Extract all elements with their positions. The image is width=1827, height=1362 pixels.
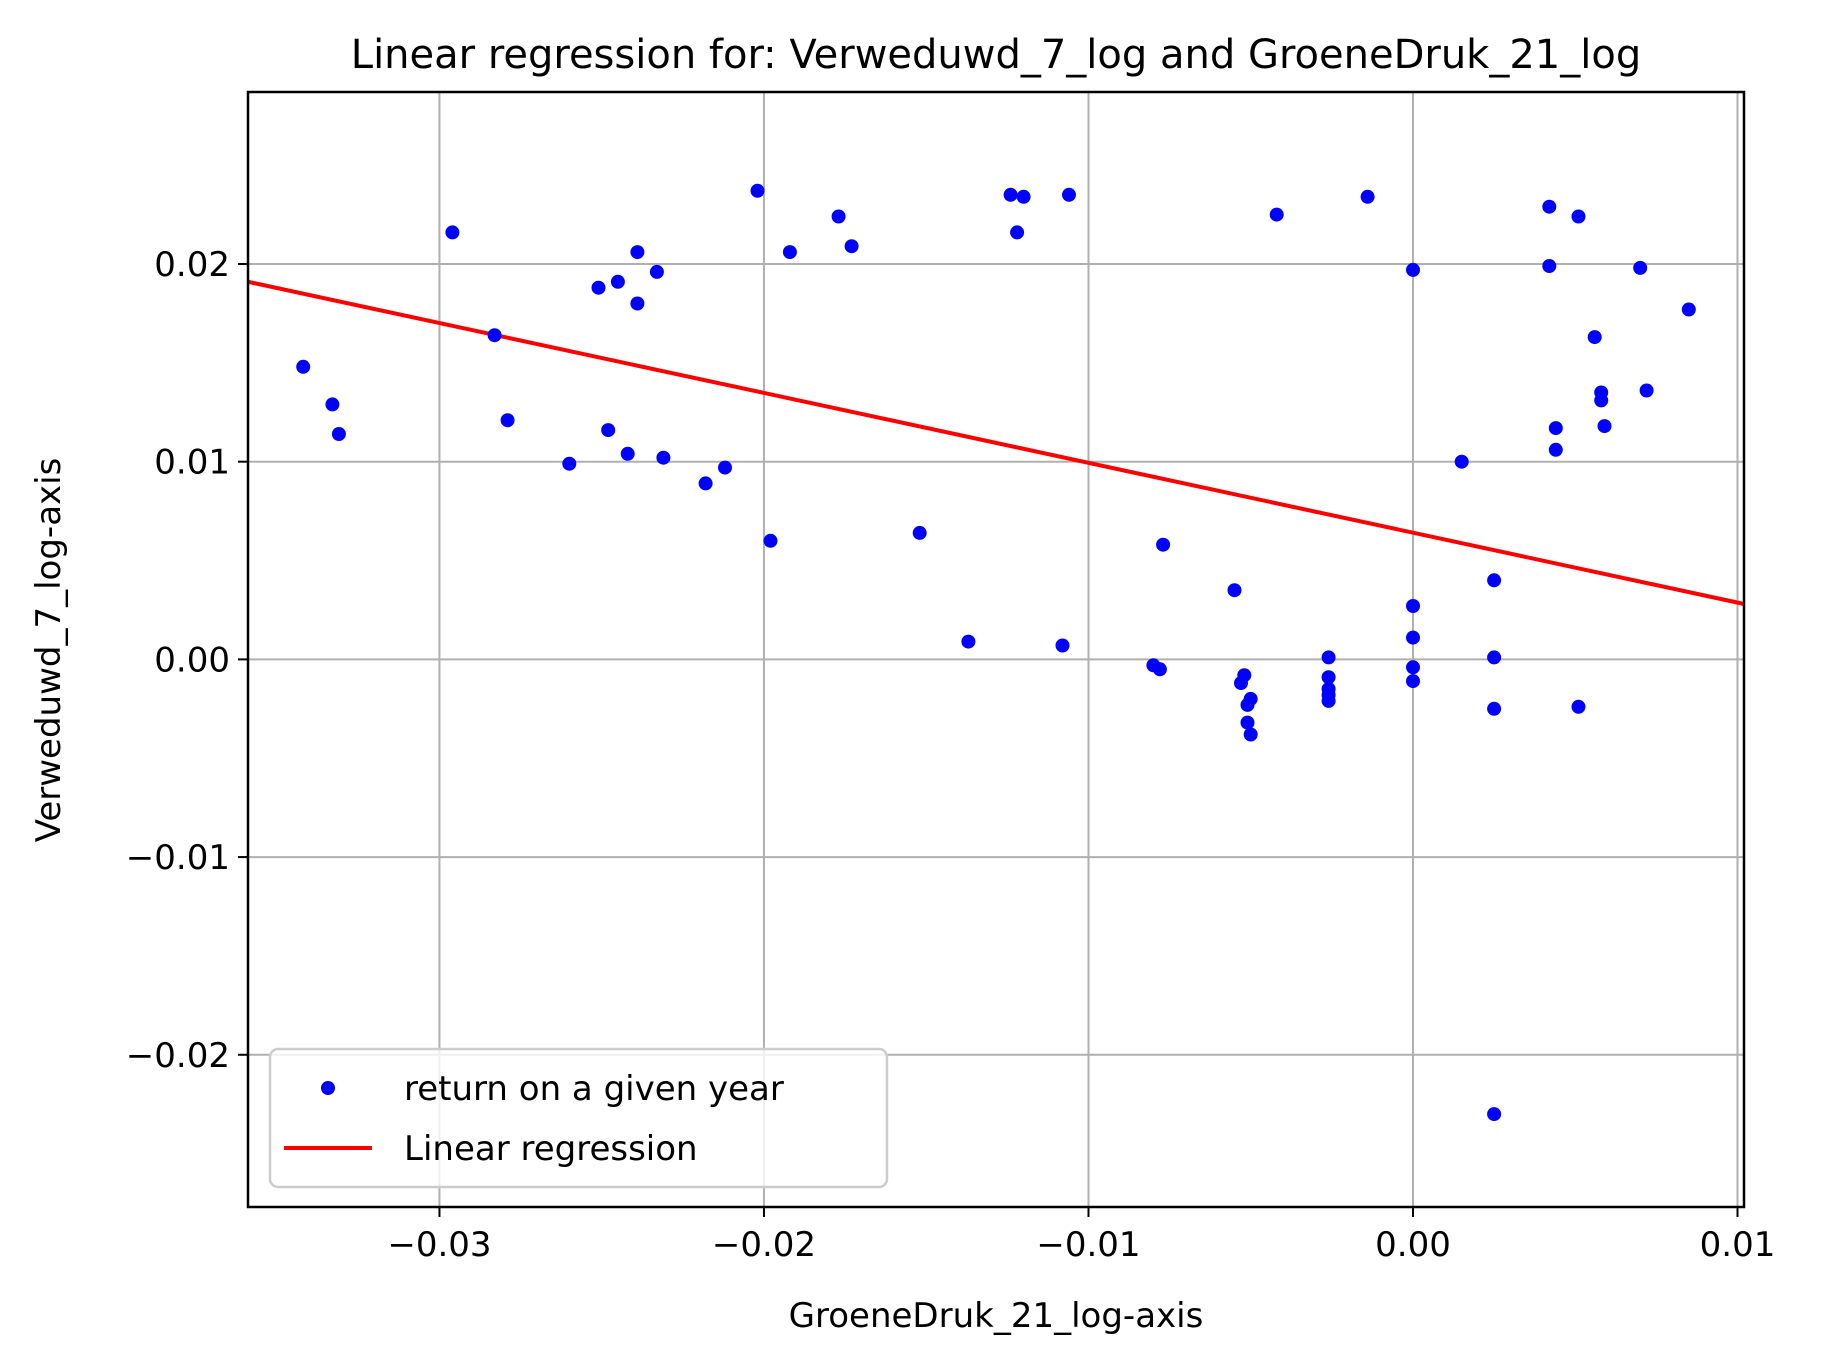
y-axis-label: Verweduwd_7_log-axis	[29, 458, 69, 843]
x-axis-ticks: −0.03 −0.02 −0.01 0.00 0.01	[387, 1207, 1775, 1265]
y-tick-label: 0.01	[154, 443, 230, 483]
scatter-point	[1406, 630, 1420, 645]
y-tick-label: −0.01	[126, 838, 230, 878]
scatter-point	[1240, 715, 1255, 730]
scatter-point	[1406, 599, 1420, 613]
scatter-point	[1016, 189, 1031, 204]
scatter-point	[1152, 662, 1167, 677]
scatter-point	[500, 413, 515, 428]
scatter-point	[1003, 187, 1018, 202]
scatter-point	[1542, 199, 1557, 214]
x-tick-label: 0.00	[1375, 1225, 1451, 1265]
scatter-point	[1454, 454, 1469, 469]
scatter-point	[718, 460, 732, 475]
scatter-point	[961, 634, 976, 649]
scatter-point	[1571, 699, 1586, 714]
scatter-point	[325, 397, 340, 412]
chart-title: Linear regression for: Verweduwd_7_log a…	[351, 32, 1641, 78]
scatter-point	[591, 280, 606, 295]
scatter-point	[1571, 209, 1586, 224]
scatter-point	[487, 328, 502, 343]
scatter-point	[1406, 674, 1420, 689]
scatter-point	[562, 456, 577, 471]
x-tick-label: 0.01	[1700, 1225, 1776, 1265]
scatter-point	[1681, 302, 1696, 317]
scatter-point	[1269, 207, 1284, 222]
scatter-point	[649, 264, 664, 279]
scatter-point	[1243, 727, 1258, 742]
scatter-point	[782, 245, 797, 260]
scatter-point	[1321, 650, 1336, 665]
scatter-point	[1055, 638, 1070, 653]
legend: return on a given year Linear regression	[268, 1047, 889, 1189]
scatter-point	[1360, 189, 1375, 204]
y-tick-label: 0.00	[154, 640, 230, 680]
scatter-point	[1487, 1107, 1502, 1122]
scatter-point	[763, 533, 778, 548]
scatter-point	[1243, 691, 1258, 706]
scatter-point	[1548, 442, 1563, 457]
scatter-point	[1406, 262, 1420, 277]
scatter-point	[445, 225, 460, 240]
scatter-point	[1594, 393, 1609, 408]
scatter-points-group	[296, 183, 1696, 1122]
y-tick-label: 0.02	[154, 245, 230, 285]
scatter-point	[1639, 383, 1654, 398]
scatter-point	[1062, 187, 1076, 202]
legend-label-line: Linear regression	[404, 1129, 698, 1169]
legend-label-scatter: return on a given year	[404, 1069, 784, 1109]
plot-frame	[246, 90, 1746, 1209]
legend-box	[268, 1047, 889, 1189]
scatter-point	[1542, 259, 1557, 273]
x-tick-label: −0.01	[1036, 1225, 1140, 1265]
scatter-point	[1487, 650, 1502, 665]
scatter-point	[601, 423, 616, 438]
scatter-point	[1587, 330, 1602, 345]
legend-scatter-marker	[321, 1081, 335, 1095]
scatter-point	[610, 274, 625, 289]
scatter-point	[844, 239, 859, 254]
y-tick-label: −0.02	[126, 1036, 230, 1076]
scatter-point	[1227, 583, 1242, 598]
scatter-point	[1237, 668, 1252, 683]
scatter-point	[1487, 573, 1502, 588]
x-axis-label: GroeneDruk_21_log-axis	[789, 1296, 1204, 1336]
scatter-point	[750, 183, 765, 198]
scatter-point	[296, 359, 311, 374]
scatter-point	[1321, 693, 1336, 708]
scatter-point	[630, 296, 645, 311]
scatter-point	[912, 525, 927, 540]
scatter-point	[331, 427, 346, 441]
x-tick-label: −0.03	[387, 1225, 491, 1265]
scatter-point	[1597, 419, 1612, 434]
scatter-point	[1321, 670, 1336, 685]
scatter-point	[1156, 537, 1171, 552]
scatter-point	[656, 450, 671, 465]
scatter-point	[1548, 421, 1563, 436]
grid-lines	[248, 92, 1744, 1207]
scatter-point	[1633, 260, 1648, 275]
x-tick-label: −0.02	[712, 1225, 816, 1265]
scatter-point	[620, 446, 635, 461]
scatter-point	[698, 476, 713, 491]
scatter-point	[1406, 660, 1420, 675]
y-axis-ticks: −0.02 −0.01 0.00 0.01 0.02	[126, 245, 248, 1076]
scatter-point	[831, 209, 846, 224]
scatter-point	[630, 245, 645, 260]
scatter-point	[1487, 701, 1502, 716]
scatter-point	[1010, 225, 1025, 240]
